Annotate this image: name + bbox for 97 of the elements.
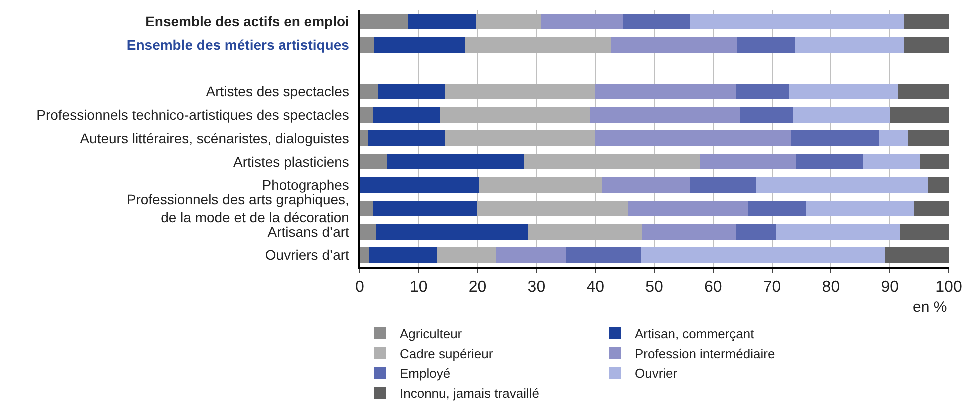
bar (890, 107, 949, 123)
bar (437, 247, 497, 264)
x-tick-label: 90 (881, 278, 900, 296)
bar (360, 107, 373, 123)
bar (690, 14, 904, 30)
x-tick-label: 100 (936, 278, 962, 296)
bar (590, 107, 740, 123)
bar (690, 177, 756, 194)
bar (788, 84, 898, 100)
bar (360, 200, 373, 216)
legend-label: Artisan, commerçant (635, 326, 755, 342)
bar (540, 14, 624, 30)
x-tick-label: 50 (646, 278, 664, 296)
y-tick-label: Artistes plasticiens (234, 154, 350, 170)
bar (528, 224, 643, 240)
bar (796, 154, 864, 170)
bar (623, 14, 690, 30)
bar (928, 177, 949, 194)
bar (496, 247, 566, 264)
x-tick-label: 70 (763, 278, 782, 296)
bar (898, 84, 949, 100)
bar (738, 37, 796, 53)
bar (360, 247, 370, 264)
legend-label: Agriculteur (400, 326, 463, 342)
bar (794, 107, 890, 123)
bar (908, 130, 949, 146)
bar (806, 200, 914, 216)
bar (904, 14, 949, 30)
legend-label: Cadre supérieur (400, 346, 494, 362)
bar (736, 84, 789, 100)
bar (372, 107, 441, 123)
bar (524, 154, 700, 170)
bar (602, 177, 690, 194)
bar (360, 14, 408, 30)
bar (628, 200, 749, 216)
bar (360, 224, 376, 240)
y-tick-label: Artistes des spectacles (206, 84, 350, 100)
x-tick-label: 40 (586, 278, 605, 296)
bar (795, 37, 904, 53)
bar (387, 154, 524, 170)
bar (368, 130, 445, 146)
bar (360, 154, 388, 170)
y-tick-label: Auteurs littéraires, scénaristes, dialoguistes (80, 130, 350, 146)
bar (878, 130, 908, 146)
bar (642, 224, 736, 240)
y-tick-label: Ensemble des actifs en emploi (146, 14, 350, 30)
x-tick-label: 60 (704, 278, 722, 296)
bar (920, 154, 949, 170)
bar (900, 224, 949, 240)
bar (476, 14, 541, 30)
bar (566, 247, 641, 264)
bar (756, 177, 928, 194)
bar (477, 200, 629, 216)
bar (372, 200, 478, 216)
bar (776, 224, 901, 240)
x-tick-label: 10 (410, 278, 428, 296)
bar (884, 247, 949, 264)
bar (444, 130, 596, 146)
bar (640, 247, 885, 264)
bar (360, 130, 368, 146)
legend-label: Profession intermédiaire (635, 346, 776, 362)
y-tick-label: Professionnels technico-artistiques des spectacles (36, 107, 350, 124)
bar (478, 177, 602, 194)
bar (440, 107, 590, 123)
legend-label: Ouvrier (635, 366, 678, 382)
bar (444, 84, 596, 100)
bar (360, 177, 479, 194)
y-tick-label: Ensemble des métiers artistiques (126, 36, 350, 53)
bar (376, 224, 528, 240)
y-tick-label: Photographes (262, 177, 350, 194)
bar (464, 37, 612, 53)
bar (374, 37, 465, 53)
y-tick-label: Ouvriers d’art (265, 247, 350, 264)
x-tick-label: 80 (822, 278, 840, 296)
x-tick-label: 30 (528, 278, 546, 296)
bar (408, 14, 476, 30)
bar (612, 37, 738, 53)
bar (740, 107, 794, 123)
bar (864, 154, 920, 170)
bar (736, 224, 776, 240)
bar (360, 37, 374, 53)
x-axis-title: en % (913, 299, 948, 316)
bar (596, 130, 792, 146)
legend-label: Inconnu, jamais travaillé (400, 386, 540, 402)
legend-label: Employé (400, 366, 451, 382)
x-tick-label: 20 (468, 278, 487, 296)
bar (369, 247, 438, 264)
bar (700, 154, 796, 170)
bar (748, 200, 806, 216)
bar (904, 37, 949, 53)
bar (378, 84, 445, 100)
bar (596, 84, 736, 100)
bar (914, 200, 949, 216)
y-tick-label: Artisans d’art (268, 224, 350, 240)
x-tick-label: 0 (356, 278, 365, 296)
bar (360, 84, 378, 100)
bar (791, 130, 879, 146)
